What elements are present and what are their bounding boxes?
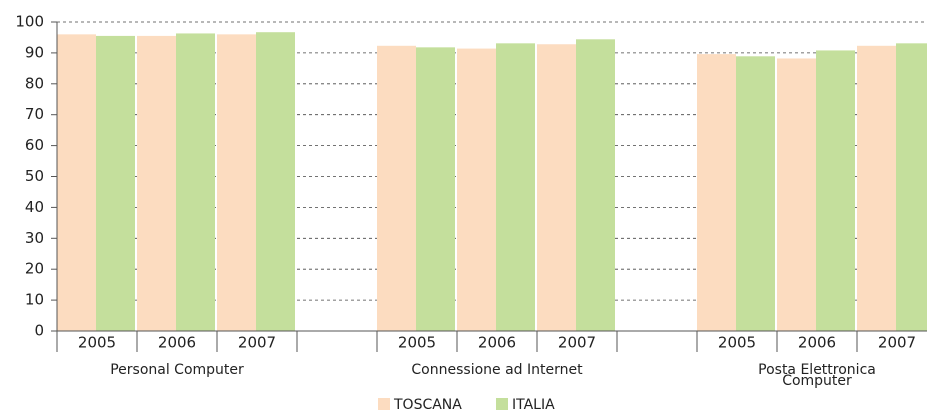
y-tick-label: 50 [25, 167, 44, 185]
x-tick-label: 2007 [878, 334, 916, 352]
group-label: Posta Elettronica [758, 362, 876, 378]
x-tick-label: 2005 [398, 334, 436, 352]
x-tick-label: 2006 [798, 334, 836, 352]
x-tick-label: 2007 [558, 334, 596, 352]
bar [176, 33, 215, 332]
y-tick-label: 0 [34, 322, 44, 340]
x-tick-label: 2005 [718, 334, 756, 352]
y-tick-label: 20 [25, 260, 44, 278]
y-tick-label: 80 [25, 74, 44, 92]
legend-label: ITALIA [512, 397, 555, 412]
bar [217, 34, 256, 332]
bar [736, 56, 775, 331]
bar [816, 50, 855, 331]
group-label: Connessione ad Internet [411, 362, 583, 378]
x-tick-label: 2005 [78, 334, 116, 352]
x-tick-label: 2006 [478, 334, 516, 352]
bar [697, 54, 736, 332]
y-tick-label: 70 [25, 105, 44, 123]
group-label: Personal Computer [110, 362, 244, 378]
bar [57, 34, 96, 332]
y-tick-label: 100 [15, 13, 44, 31]
legend-label: TOSCANA [393, 397, 462, 412]
group-label: Computer [782, 373, 852, 389]
y-tick-label: 40 [25, 198, 44, 216]
bar [416, 47, 455, 331]
y-tick-label: 10 [25, 291, 44, 309]
bar [377, 45, 416, 331]
bar [777, 58, 816, 331]
bar [256, 32, 295, 332]
x-tick-label: 2007 [238, 334, 276, 352]
y-tick-label: 90 [25, 43, 44, 61]
bar [857, 45, 896, 331]
bar [496, 43, 535, 332]
bar [576, 39, 615, 331]
bar [537, 44, 576, 332]
bar [896, 43, 927, 332]
y-tick-label: 30 [25, 229, 44, 247]
legend-swatch [378, 398, 390, 410]
bar [137, 35, 176, 331]
legend-swatch [496, 398, 508, 410]
x-tick-label: 2006 [158, 334, 196, 352]
y-tick-label: 60 [25, 136, 44, 154]
bar [96, 35, 135, 331]
bar [457, 48, 496, 331]
